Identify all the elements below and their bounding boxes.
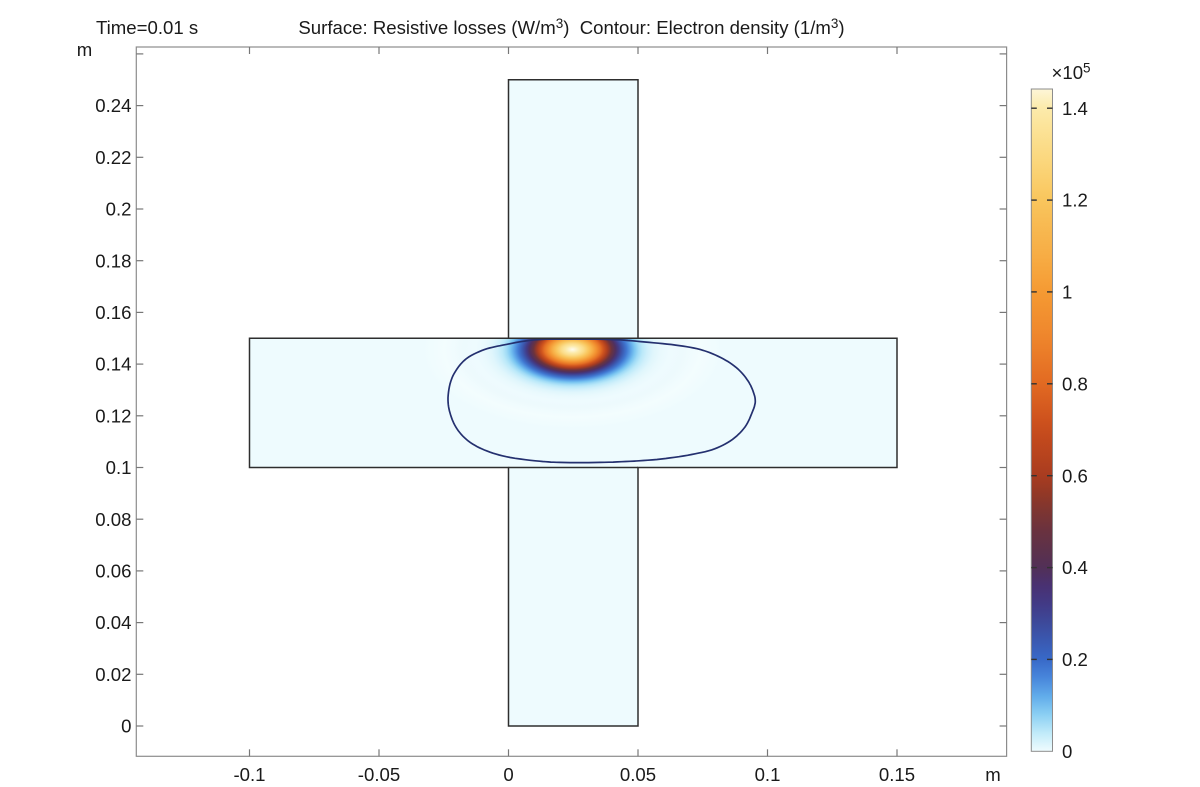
svg-text:1: 1 bbox=[1062, 282, 1072, 303]
svg-text:0.12: 0.12 bbox=[95, 405, 131, 426]
svg-text:0: 0 bbox=[1062, 741, 1072, 762]
svg-text:0.15: 0.15 bbox=[879, 764, 915, 785]
svg-text:0.24: 0.24 bbox=[95, 95, 131, 116]
svg-text:1.2: 1.2 bbox=[1062, 190, 1088, 211]
svg-text:1.4: 1.4 bbox=[1062, 98, 1088, 119]
svg-text:0.2: 0.2 bbox=[1062, 649, 1088, 670]
svg-text:0.14: 0.14 bbox=[95, 354, 131, 375]
svg-text:0.02: 0.02 bbox=[95, 664, 131, 685]
svg-text:0.18: 0.18 bbox=[95, 250, 131, 271]
svg-text:0.6: 0.6 bbox=[1062, 465, 1088, 486]
svg-text:0.05: 0.05 bbox=[620, 764, 656, 785]
svg-text:0.22: 0.22 bbox=[95, 147, 131, 168]
svg-text:×105: ×105 bbox=[1052, 61, 1091, 84]
svg-text:0.4: 0.4 bbox=[1062, 557, 1088, 578]
svg-text:0.04: 0.04 bbox=[95, 612, 131, 633]
svg-text:0.1: 0.1 bbox=[106, 457, 132, 478]
svg-text:0.1: 0.1 bbox=[755, 764, 781, 785]
svg-text:m: m bbox=[77, 39, 93, 60]
svg-text:0.08: 0.08 bbox=[95, 509, 131, 530]
svg-text:Surface: Resistive losses (W/m: Surface: Resistive losses (W/m3) Contour… bbox=[298, 16, 844, 38]
svg-text:0: 0 bbox=[121, 716, 131, 737]
svg-text:-0.1: -0.1 bbox=[233, 764, 265, 785]
svg-text:Time=0.01 s: Time=0.01 s bbox=[96, 17, 198, 38]
svg-text:m: m bbox=[985, 764, 1001, 785]
svg-text:0.8: 0.8 bbox=[1062, 373, 1088, 394]
svg-text:0.16: 0.16 bbox=[95, 302, 131, 323]
svg-text:0.06: 0.06 bbox=[95, 561, 131, 582]
svg-text:0.2: 0.2 bbox=[106, 199, 132, 220]
svg-text:0: 0 bbox=[503, 764, 513, 785]
svg-text:-0.05: -0.05 bbox=[358, 764, 400, 785]
